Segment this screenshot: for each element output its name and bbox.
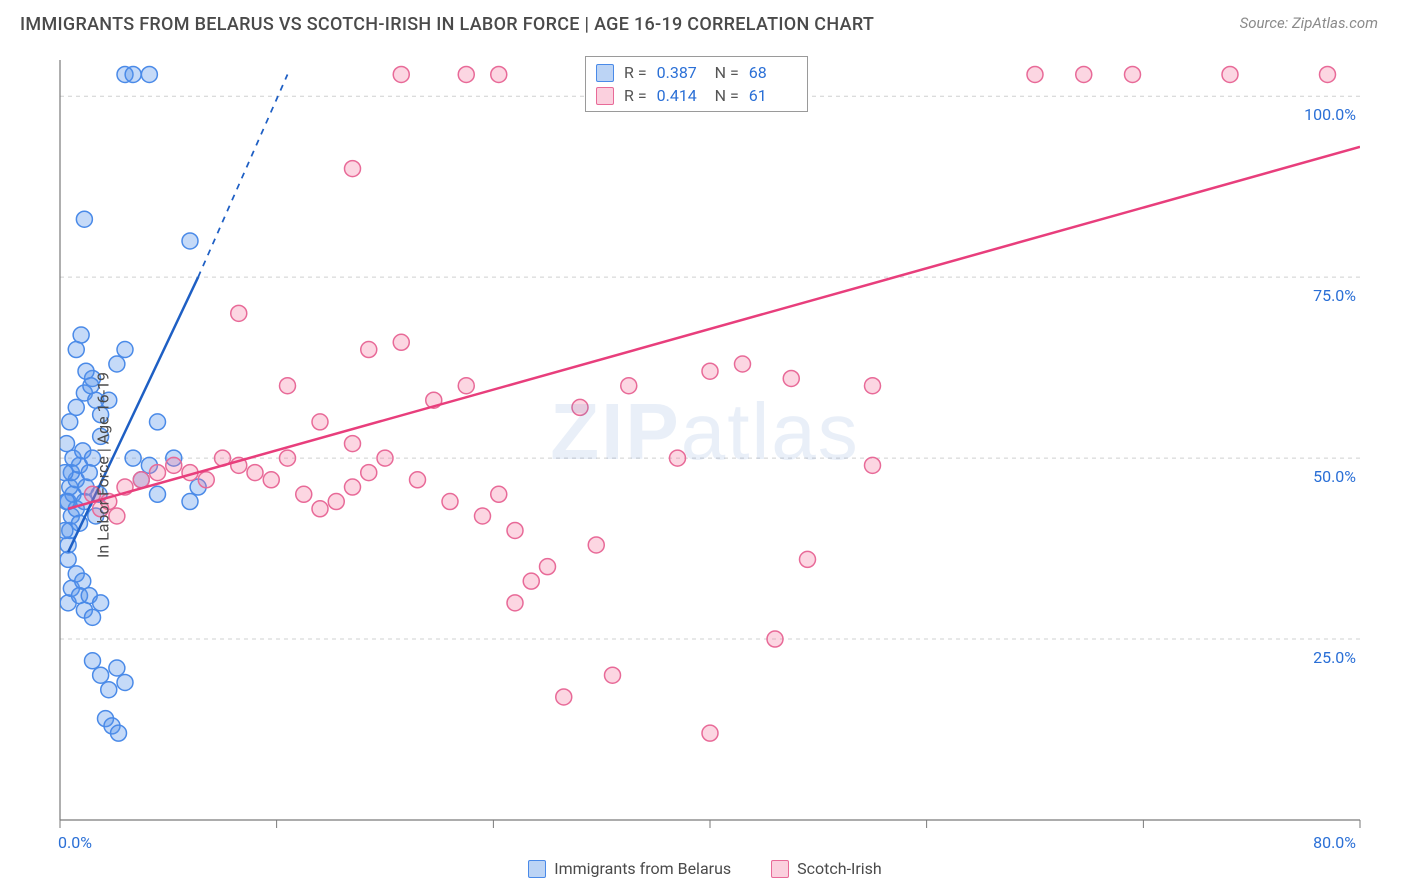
y-tick-label: 50.0% (1313, 467, 1356, 486)
source-label: Source: ZipAtlas.com (1240, 14, 1378, 32)
x-end-label: 80.0% (1313, 833, 1356, 852)
y-tick-label: 75.0% (1313, 286, 1356, 305)
series (57, 66, 288, 741)
stats-row: R =0.414N =61 (596, 84, 797, 107)
series (68, 66, 1360, 741)
correlation-stats-box: R =0.387N =68R =0.414N =61 (585, 56, 808, 112)
legend-item: Immigrants from Belarus (528, 859, 731, 878)
y-axis-label: In Labor Force | Age 16-19 (94, 372, 113, 558)
scatter-plot: 25.0% 50.0% 75.0% 100.0% 0.0% 80.0% (20, 50, 1390, 880)
origin-label: 0.0% (58, 833, 92, 852)
chart-container: In Labor Force | Age 16-19 ZIPatlas 25.0… (20, 50, 1390, 880)
bottom-legend: Immigrants from Belarus Scotch-Irish (20, 859, 1390, 878)
stats-row: R =0.387N =68 (596, 61, 797, 84)
y-tick-label: 25.0% (1313, 648, 1356, 667)
chart-title: IMMIGRANTS FROM BELARUS VS SCOTCH-IRISH … (20, 14, 874, 35)
y-tick-label: 100.0% (1304, 105, 1356, 124)
legend-item: Scotch-Irish (771, 859, 882, 878)
